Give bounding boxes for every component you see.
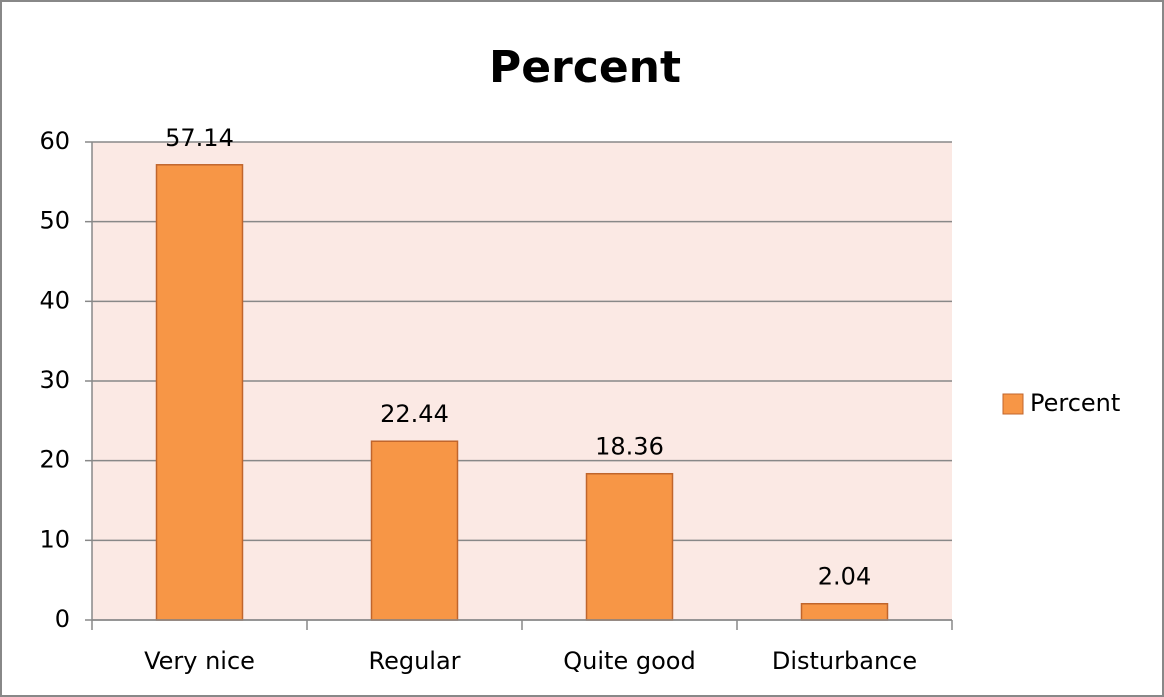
legend-swatch — [1002, 393, 1024, 415]
y-tick-label: 50 — [39, 207, 70, 235]
legend-label: Percent — [1030, 389, 1120, 417]
bar — [370, 440, 459, 621]
data-label: 22.44 — [380, 400, 449, 428]
y-tick-label: 20 — [39, 446, 70, 474]
bar — [155, 164, 244, 621]
y-tick-label: 0 — [55, 605, 70, 633]
chart-title: Percent — [489, 42, 681, 93]
y-tick-label: 40 — [39, 286, 70, 314]
data-label: 57.14 — [165, 124, 234, 152]
x-tick-label: Regular — [368, 647, 460, 675]
data-label: 2.04 — [818, 563, 871, 591]
data-label: 18.36 — [595, 433, 664, 461]
y-tick-label: 60 — [39, 127, 70, 155]
bar — [800, 602, 889, 621]
bar — [585, 472, 674, 621]
x-tick-label: Quite good — [563, 647, 695, 675]
x-tick-label: Very nice — [144, 647, 255, 675]
y-tick-label: 30 — [39, 366, 70, 394]
y-tick-label: 10 — [39, 525, 70, 553]
x-tick-label: Disturbance — [772, 647, 917, 675]
